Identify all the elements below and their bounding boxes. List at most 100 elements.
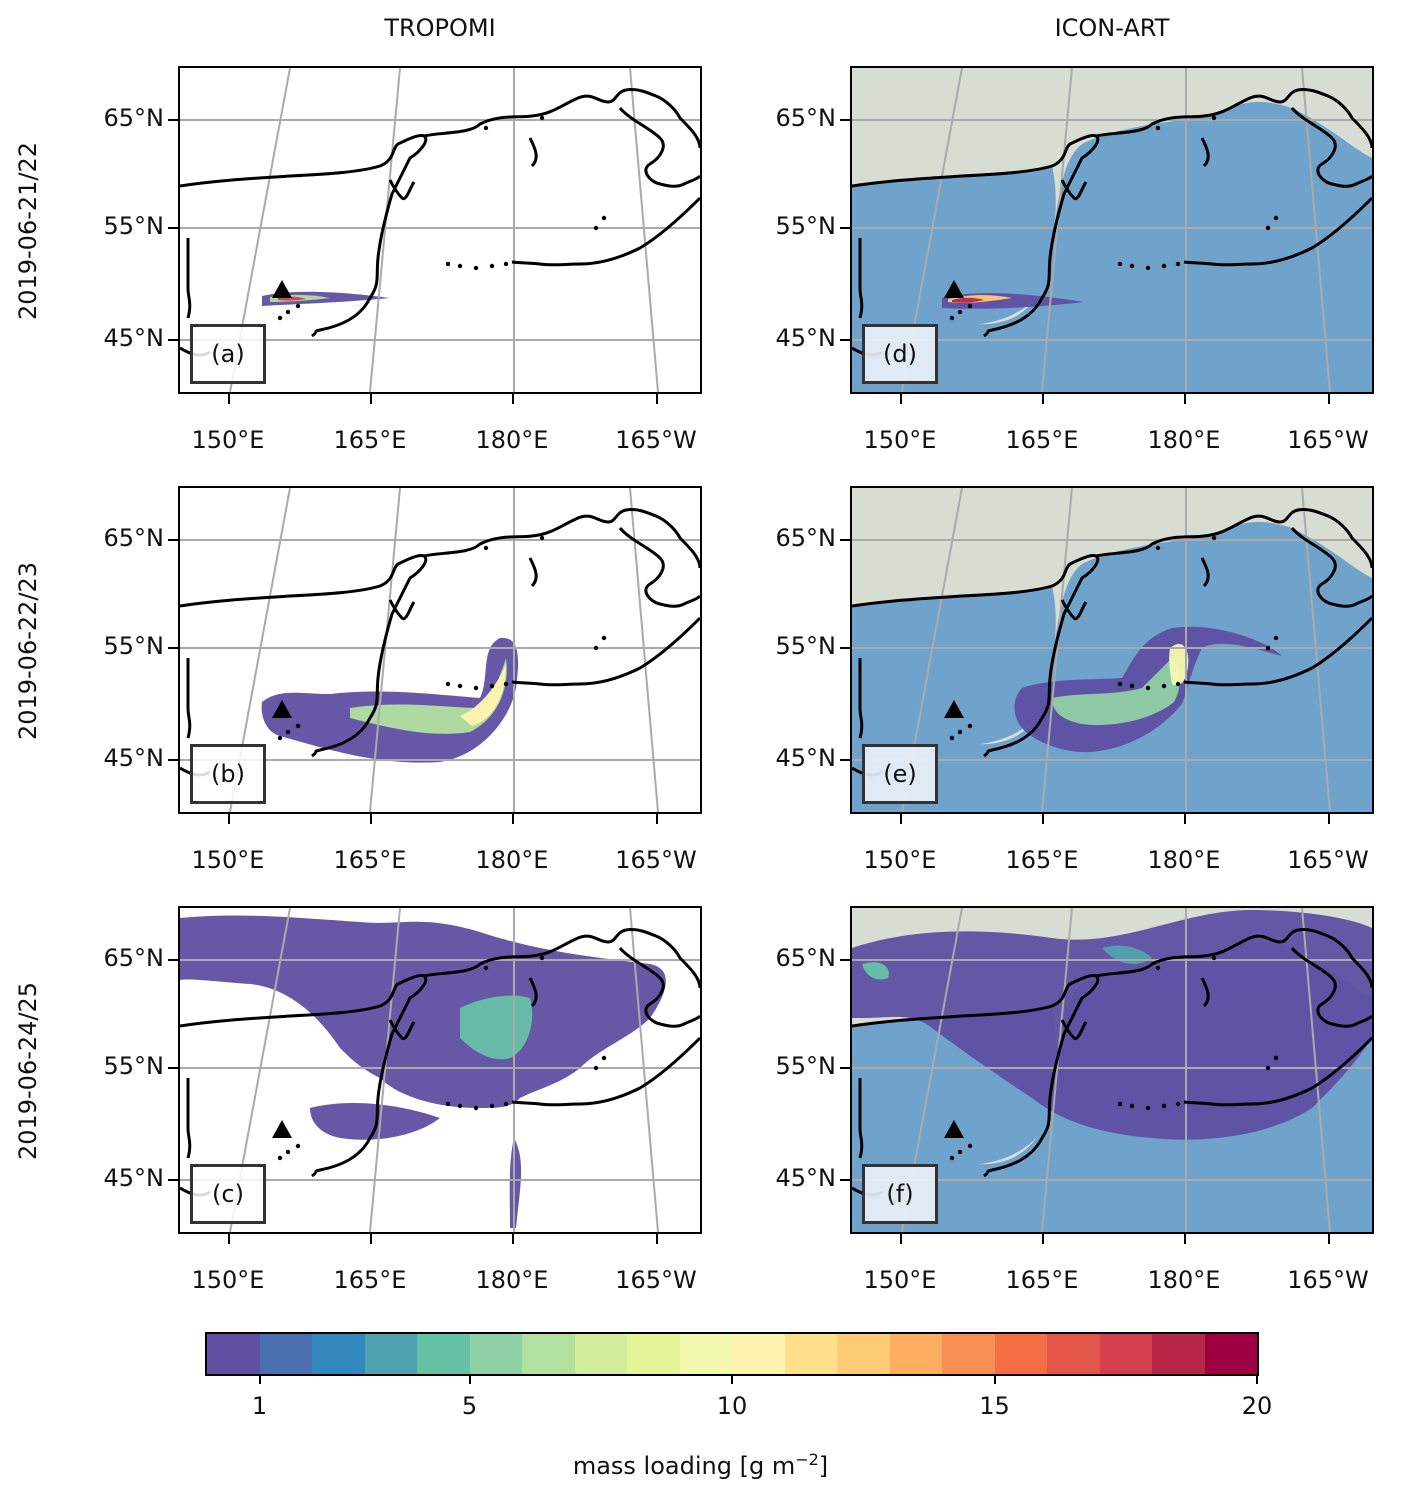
lon-tick-label: 180°E	[1147, 1266, 1221, 1294]
volcano-triangle-icon	[944, 280, 964, 298]
map-panel-d: (d)	[850, 66, 1374, 394]
lon-tick	[656, 814, 658, 824]
colorbar-segment	[574, 1334, 627, 1374]
lat-tick-label: 65°N	[103, 944, 165, 972]
lat-tick	[840, 227, 850, 229]
lat-tick	[840, 1067, 850, 1069]
map-canvas	[852, 68, 1372, 392]
lat-tick-label: 65°N	[103, 104, 165, 132]
map-frame	[178, 66, 702, 394]
colorbar-tick	[1256, 1374, 1258, 1384]
map-canvas	[180, 488, 700, 812]
lat-tick	[168, 1179, 178, 1181]
lon-tick	[900, 394, 902, 404]
colorbar-segment	[364, 1334, 417, 1374]
lat-tick-label: 55°N	[775, 212, 837, 240]
lon-tick-label: 150°E	[863, 426, 937, 454]
lon-tick-label: 180°E	[1147, 426, 1221, 454]
lon-tick	[228, 1234, 230, 1244]
lon-tick-label: 150°E	[191, 1266, 265, 1294]
map-panel-b: (b)	[178, 486, 702, 814]
map-panel-c: (c)	[178, 906, 702, 1234]
colorbar-segment	[732, 1334, 785, 1374]
colorbar-segment	[469, 1334, 522, 1374]
lon-tick-label: 165°W	[1287, 426, 1369, 454]
lat-tick-label: 45°N	[103, 744, 165, 772]
map-frame	[850, 486, 1374, 814]
lon-tick-label: 165°W	[615, 846, 697, 874]
colorbar-segment	[207, 1334, 260, 1374]
lon-tick	[512, 1234, 514, 1244]
colorbar-segment	[942, 1334, 995, 1374]
row-label-2: 2019-06-22/23	[14, 561, 42, 741]
lon-tick	[1042, 394, 1044, 404]
map-canvas	[852, 488, 1372, 812]
lon-tick-label: 165°E	[1005, 1266, 1079, 1294]
map-canvas	[180, 68, 700, 392]
lon-tick-label: 165°W	[1287, 846, 1369, 874]
column-title-icon-art: ICON-ART	[1054, 14, 1170, 42]
lon-tick-label: 165°E	[333, 426, 407, 454]
lon-tick	[656, 1234, 658, 1244]
colorbar-segment	[259, 1334, 312, 1374]
lon-tick	[370, 814, 372, 824]
lat-tick	[168, 759, 178, 761]
lat-tick	[168, 959, 178, 961]
lat-tick-label: 55°N	[103, 632, 165, 660]
lon-tick-label: 150°E	[191, 426, 265, 454]
row-label-3: 2019-06-24/25	[14, 981, 42, 1161]
colorbar-tick-label: 20	[1241, 1392, 1273, 1420]
volcano-triangle-icon	[272, 1120, 292, 1138]
lon-tick-label: 165°W	[1287, 1266, 1369, 1294]
volcano-triangle-icon	[272, 700, 292, 718]
lon-tick	[1328, 814, 1330, 824]
lon-tick-label: 180°E	[475, 846, 549, 874]
panel-tag: (a)	[190, 324, 266, 384]
volcano-triangle-icon	[944, 1120, 964, 1138]
lat-tick-label: 65°N	[103, 524, 165, 552]
colorbar-tick	[993, 1374, 996, 1384]
lat-tick	[168, 647, 178, 649]
lat-tick	[840, 759, 850, 761]
lat-tick-label: 45°N	[103, 1164, 165, 1192]
lon-tick	[1184, 1234, 1186, 1244]
map-panel-e: (e)	[850, 486, 1374, 814]
lat-tick	[168, 119, 178, 121]
map-canvas	[852, 908, 1372, 1232]
colorbar-segment	[1204, 1334, 1257, 1374]
lat-tick-label: 55°N	[103, 212, 165, 240]
colorbar-segment	[312, 1334, 365, 1374]
panel-tag: (e)	[862, 744, 938, 804]
lon-tick-label: 180°E	[475, 426, 549, 454]
lat-tick	[168, 539, 178, 541]
lon-tick-label: 150°E	[191, 846, 265, 874]
colorbar-tick	[468, 1374, 471, 1384]
lon-tick	[1042, 1234, 1044, 1244]
map-frame	[178, 486, 702, 814]
colorbar-segment	[1152, 1334, 1205, 1374]
colorbar-tick-label: 10	[716, 1392, 748, 1420]
colorbar-tick	[258, 1374, 261, 1384]
lon-tick	[228, 814, 230, 824]
lat-tick-label: 55°N	[775, 632, 837, 660]
row-label-1: 2019-06-21/22	[14, 141, 42, 321]
lon-tick-label: 165°W	[615, 426, 697, 454]
panel-tag: (c)	[190, 1164, 266, 1224]
lat-tick	[840, 959, 850, 961]
map-canvas	[180, 908, 700, 1232]
map-panel-f: (f)	[850, 906, 1374, 1234]
panel-tag: (b)	[190, 744, 266, 804]
lat-tick-label: 45°N	[775, 744, 837, 772]
lon-tick-label: 165°E	[333, 846, 407, 874]
lon-tick-label: 165°E	[1005, 846, 1079, 874]
lat-tick-label: 65°N	[775, 944, 837, 972]
colorbar-segment	[837, 1334, 890, 1374]
colorbar-segment	[784, 1334, 837, 1374]
lon-tick-label: 150°E	[863, 846, 937, 874]
lat-tick-label: 45°N	[103, 324, 165, 352]
lon-tick-label: 165°W	[615, 1266, 697, 1294]
colorbar-tick-label: 5	[461, 1392, 478, 1420]
colorbar-segment	[627, 1334, 680, 1374]
map-frame	[850, 906, 1374, 1234]
colorbar-segment	[1047, 1334, 1100, 1374]
